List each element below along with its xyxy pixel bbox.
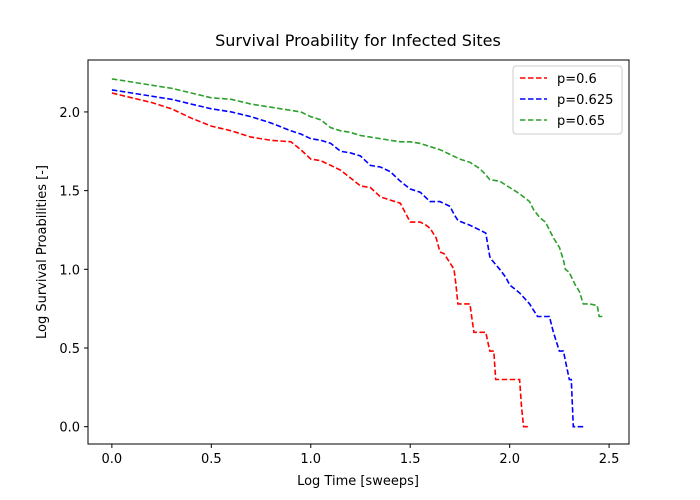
legend: p=0.6 p=0.625 p=0.65 <box>512 65 623 135</box>
y-tick-label: 0.0 <box>59 421 80 436</box>
series-line-3 <box>111 78 604 318</box>
chart-title: Survival Proability for Infected Sites <box>215 31 501 50</box>
y-axis: 0.0 0.5 1.0 1.5 2.0 <box>59 106 88 436</box>
y-tick-label: 1.0 <box>59 263 80 278</box>
x-tick-label: 0.0 <box>102 452 123 467</box>
x-tick-label: 2.5 <box>599 452 620 467</box>
x-axis-label: Log Time [sweeps] <box>297 474 419 489</box>
x-tick-label: 0.5 <box>201 452 222 467</box>
series-line-1 <box>111 92 530 428</box>
legend-box <box>512 65 623 135</box>
axes-frame <box>87 59 630 445</box>
series-line-2 <box>111 89 586 428</box>
y-axis-label: Log Survival Proabilities [-] <box>35 165 50 339</box>
legend-entry: p=0.625 <box>557 93 613 108</box>
legend-entry: p=0.6 <box>557 72 597 87</box>
x-tick-label: 1.5 <box>400 452 421 467</box>
series-layer <box>111 78 604 428</box>
x-axis: 0.0 0.5 1.0 1.5 2.0 2.5 <box>102 444 620 467</box>
y-tick-label: 0.5 <box>59 342 80 357</box>
y-tick-label: 2.0 <box>59 106 80 121</box>
y-tick-label: 1.5 <box>59 185 80 200</box>
legend-entry: p=0.65 <box>557 114 605 129</box>
x-tick-label: 1.0 <box>300 452 321 467</box>
x-tick-label: 2.0 <box>499 452 520 467</box>
